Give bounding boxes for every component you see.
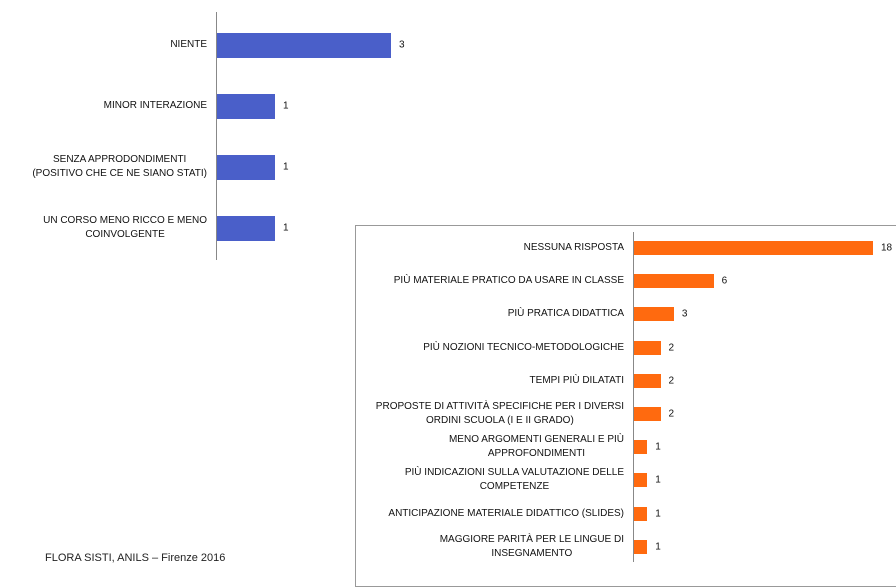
- category-label: MINOR INTERAZIONE: [103, 100, 207, 111]
- bar: [634, 473, 648, 488]
- category-label: PIÙ PRATICA DIDATTICA: [507, 308, 624, 320]
- footer: FLORA SISTI, ANILS – Firenze 2016: [45, 552, 226, 564]
- category-label: TEMPI PIÙ DILATATI: [529, 374, 624, 386]
- value-label: 1: [655, 541, 661, 553]
- bar: [634, 340, 661, 355]
- bar: [217, 32, 391, 58]
- value-label: 3: [399, 39, 405, 51]
- bar: [634, 274, 714, 289]
- chart: NESSUNA RISPOSTA 18 PIÙ MATERIALE PRATICO …: [375, 232, 893, 562]
- category-label: NIENTE: [170, 39, 207, 50]
- category-label: NESSUNA RISPOSTA: [523, 242, 624, 253]
- bar: [217, 215, 275, 241]
- category-label: PIÙ NOZIONI TECNICO-METODOLOGICHE: [423, 341, 624, 353]
- bar: [634, 440, 648, 455]
- category-label: PROPOSTE DI ATTIVITÀ SPECIFICHE PER I DI…: [375, 401, 624, 426]
- bar: [217, 154, 275, 180]
- bar: [634, 307, 674, 322]
- value-label: 1: [655, 474, 661, 486]
- category-label: UN CORSO MENO RICCO E MENO COINVOLGENTE: [43, 215, 207, 240]
- value-label: 18: [881, 242, 893, 254]
- bar: [634, 407, 661, 421]
- category-label: ANTICIPAZIONE MATERIALE DIDATTICO (SLIDE…: [388, 507, 624, 519]
- value-label: 2: [668, 375, 675, 387]
- bar: [217, 93, 275, 119]
- page: NIENTE 3 MINOR INTERAZIONE 1 SENZA APPRODOND…: [32, 12, 896, 587]
- bar: [634, 506, 648, 521]
- category-label: PIÙ INDICAZIONI SULLA VALUTAZIONE DELLE …: [404, 467, 624, 493]
- value-label: 1: [283, 222, 289, 234]
- category-label: MAGGIORE PARITÀ PER LE LINGUE DI INSEGNA…: [439, 533, 624, 559]
- value-label: 2: [668, 342, 675, 354]
- value-label: 1: [283, 161, 289, 173]
- chart: NIENTE 3 MINOR INTERAZIONE 1 SENZA APPRODOND…: [32, 12, 405, 260]
- value-label: 1: [655, 441, 661, 453]
- axis-line: [633, 232, 634, 562]
- axis-line: [216, 12, 217, 260]
- value-label: 1: [655, 508, 661, 520]
- value-label: 2: [668, 408, 675, 420]
- category-label: SENZA APPRODONDIMENTI (POSITIVO CHE CE N…: [32, 154, 207, 179]
- category-label: PIÙ MATERIALE PRATICO DA USARE IN CLASSE: [393, 275, 624, 287]
- category-label: MENO ARGOMENTI GENERALI E PIÙ APPROFONDI…: [448, 434, 624, 460]
- chart-panel: [355, 225, 896, 587]
- value-label: 3: [681, 308, 688, 320]
- value-label: 6: [721, 275, 728, 287]
- bar: [634, 241, 873, 255]
- bar: [634, 539, 648, 554]
- value-label: 1: [283, 100, 289, 112]
- bar: [634, 373, 661, 388]
